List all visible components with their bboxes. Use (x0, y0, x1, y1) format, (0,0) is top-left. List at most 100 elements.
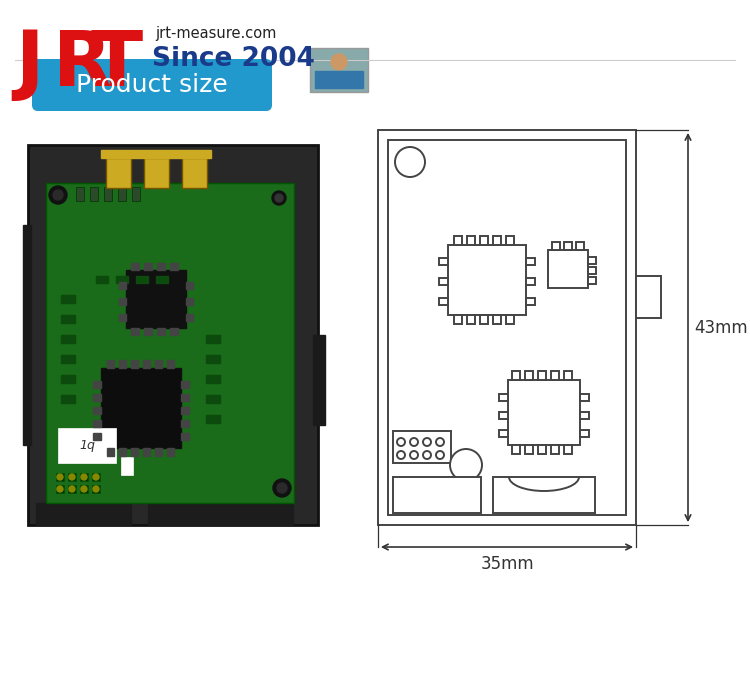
Bar (467, 236, 475, 245)
Circle shape (436, 451, 444, 459)
Bar (576, 242, 584, 250)
Bar (506, 315, 514, 324)
Bar (90, 187, 98, 201)
Bar (106, 158, 131, 188)
Bar (61, 375, 75, 383)
Text: J: J (15, 28, 44, 102)
Bar (551, 371, 559, 380)
Bar (182, 158, 207, 188)
Bar (143, 360, 150, 368)
Bar (439, 278, 448, 285)
Circle shape (277, 483, 287, 493)
Bar (58, 428, 116, 463)
Circle shape (395, 147, 425, 177)
Bar (467, 315, 475, 324)
Bar (36, 503, 131, 525)
Bar (61, 395, 75, 403)
Bar (144, 263, 152, 270)
Bar (206, 375, 220, 383)
Bar (454, 315, 462, 324)
Bar (493, 315, 501, 324)
Bar (526, 298, 535, 305)
Bar (167, 360, 174, 368)
Bar (148, 503, 293, 525)
Bar (454, 236, 462, 245)
Bar (393, 477, 481, 513)
Circle shape (273, 479, 291, 497)
Bar (588, 267, 596, 274)
Bar (156, 276, 168, 283)
Circle shape (275, 194, 283, 202)
Bar (564, 242, 572, 250)
Bar (580, 394, 589, 401)
Bar (144, 328, 152, 335)
Circle shape (57, 474, 63, 480)
Circle shape (423, 451, 431, 459)
Text: R: R (53, 28, 112, 102)
Bar (378, 130, 636, 525)
Bar (499, 430, 508, 437)
Bar (118, 187, 126, 201)
Bar (119, 314, 126, 321)
Bar (143, 448, 150, 456)
Bar (181, 420, 189, 427)
Bar (131, 263, 139, 270)
Bar (206, 335, 220, 343)
Bar (56, 485, 64, 493)
Circle shape (331, 54, 347, 70)
Bar (107, 448, 114, 456)
Circle shape (53, 190, 63, 200)
Circle shape (81, 474, 87, 480)
Circle shape (57, 486, 63, 492)
Bar (119, 360, 126, 368)
Text: Since 2004: Since 2004 (152, 46, 315, 72)
Bar (310, 48, 368, 92)
Bar (480, 315, 488, 324)
Circle shape (69, 486, 75, 492)
Bar (552, 242, 560, 250)
Text: jrt-measure.com: jrt-measure.com (155, 26, 276, 41)
Bar (525, 445, 533, 454)
Bar (548, 250, 588, 288)
Bar (80, 473, 88, 481)
Bar (538, 445, 546, 454)
Bar (186, 298, 193, 305)
Bar (104, 187, 112, 201)
Circle shape (93, 474, 99, 480)
Bar (119, 298, 126, 305)
Bar (116, 276, 128, 283)
Bar (393, 431, 451, 463)
Bar (588, 277, 596, 284)
Bar (46, 183, 294, 503)
Bar (92, 473, 100, 481)
Text: 1q: 1q (79, 440, 95, 452)
Circle shape (397, 451, 405, 459)
Bar (131, 448, 138, 456)
Bar (155, 448, 162, 456)
Bar (206, 395, 220, 403)
Bar (181, 394, 189, 401)
Bar (61, 355, 75, 363)
Bar (126, 270, 186, 328)
Bar (92, 485, 100, 493)
Bar (93, 433, 101, 440)
Bar (61, 295, 75, 303)
Bar (439, 258, 448, 265)
Bar (506, 236, 514, 245)
Bar (580, 412, 589, 419)
Bar (119, 448, 126, 456)
Circle shape (410, 438, 418, 446)
Bar (588, 257, 596, 264)
Bar (157, 328, 165, 335)
Bar (28, 145, 318, 525)
Text: Product size: Product size (76, 73, 228, 97)
Bar (131, 328, 139, 335)
Text: T: T (91, 28, 143, 102)
Bar (68, 473, 76, 481)
Bar (512, 445, 520, 454)
Bar (155, 360, 162, 368)
Bar (580, 430, 589, 437)
Bar (526, 258, 535, 265)
Bar (480, 236, 488, 245)
Bar (206, 415, 220, 423)
